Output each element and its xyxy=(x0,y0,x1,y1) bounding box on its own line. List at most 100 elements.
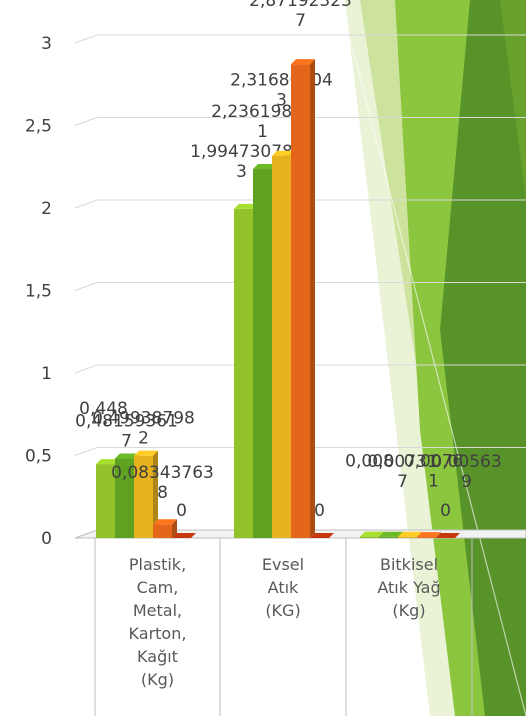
bar-front xyxy=(96,464,115,538)
bar xyxy=(310,533,334,538)
bar-front xyxy=(234,208,253,538)
bar-side xyxy=(310,59,315,538)
bar-top xyxy=(398,531,422,537)
data-label-line: 0,0076 xyxy=(404,452,463,472)
category-label: Atık Yağ xyxy=(377,578,440,597)
data-label-line: 0 xyxy=(440,501,451,521)
bar xyxy=(417,532,441,538)
data-label: 0 xyxy=(314,501,325,521)
deco-thin-line xyxy=(339,0,526,716)
bar-top xyxy=(172,533,196,538)
data-label: 2,23619840 1 xyxy=(211,102,314,142)
data-label-line: 0,448 xyxy=(79,399,128,419)
deco-corner-shard xyxy=(500,0,526,200)
gridline xyxy=(74,282,526,291)
bar xyxy=(436,533,460,538)
data-label-line: 0,08343763 xyxy=(111,463,214,483)
bar-top xyxy=(310,533,334,538)
data-label: 0,48159361 7 xyxy=(75,412,178,452)
bar-side xyxy=(436,532,441,538)
bar-front xyxy=(398,536,417,538)
data-label-line: 1 xyxy=(257,122,268,142)
y-tick-label: 2 xyxy=(41,199,52,219)
data-label: 0,008 xyxy=(345,452,394,472)
data-label: 1,99473078 3 xyxy=(190,142,293,182)
bar-top xyxy=(234,203,258,209)
category-label: Bitkisel xyxy=(380,555,438,574)
data-label-line: 3 xyxy=(276,91,287,111)
data-label-line: 7 xyxy=(295,11,306,31)
data-label-line: 0,008 xyxy=(345,452,394,472)
gridline xyxy=(74,117,526,126)
data-label-line: 2,87192323 xyxy=(249,0,352,11)
bar-front xyxy=(134,455,153,538)
data-label-line: 2,31680504 xyxy=(230,71,333,91)
gridline xyxy=(74,364,526,374)
gridline xyxy=(74,199,526,209)
bar-top xyxy=(360,531,384,537)
y-tick-label: 0 xyxy=(41,529,52,549)
data-label: 0,00563 9 xyxy=(431,452,501,492)
category-label: Plastik, xyxy=(129,555,186,574)
data-label-line: 2,23619840 xyxy=(211,102,314,122)
bar-top xyxy=(291,59,315,65)
bar xyxy=(291,59,315,538)
bar-top xyxy=(417,532,441,538)
data-label-line: 0,00563 xyxy=(431,452,501,472)
bar-front xyxy=(379,536,398,538)
category-label: (KG) xyxy=(265,601,300,620)
data-label-line: 0 xyxy=(314,501,325,521)
category-label: Karton, xyxy=(129,624,187,643)
data-label: 2,87192323 7 xyxy=(249,0,352,31)
y-tick-label: 1,5 xyxy=(25,282,52,302)
bar-top xyxy=(115,453,139,459)
data-label-line: 2 xyxy=(138,429,149,449)
bar-front xyxy=(360,536,379,538)
y-tick-label: 0,5 xyxy=(25,447,52,467)
bar-top xyxy=(96,459,120,465)
category-label: (Kg) xyxy=(141,670,174,689)
data-label-line: 8 xyxy=(157,483,168,503)
bar-top xyxy=(436,533,460,538)
data-label: 0,448 xyxy=(79,399,128,419)
bar xyxy=(134,450,158,538)
bar-top xyxy=(153,519,177,525)
bar-top xyxy=(253,164,277,170)
data-label-line: 7 xyxy=(121,432,132,452)
category-label: Atık xyxy=(268,578,299,597)
category-label: Kağıt xyxy=(137,647,178,666)
data-label: 0 xyxy=(176,501,187,521)
data-label-line: 9 xyxy=(461,472,472,492)
bar-front xyxy=(153,524,172,538)
data-label-line: 7 xyxy=(397,472,408,492)
data-label: 0,00731 7 xyxy=(367,452,437,492)
bar-top xyxy=(134,450,158,456)
data-label-line: 0,49938798 xyxy=(92,409,195,429)
bar-top xyxy=(379,531,403,537)
data-label-line: 3 xyxy=(236,162,247,182)
category-label: Metal, xyxy=(133,601,182,620)
bar-side xyxy=(172,519,177,538)
y-tick-label: 2,5 xyxy=(25,117,52,137)
y-tick-label: 3 xyxy=(41,34,52,54)
bar-front xyxy=(417,537,436,538)
data-label-line: 1 xyxy=(428,472,439,492)
bar xyxy=(153,519,177,538)
bar-side xyxy=(153,450,158,538)
data-label-line: 0,00731 xyxy=(367,452,437,472)
bar-front xyxy=(253,169,272,539)
data-label-line: 1,99473078 xyxy=(190,142,293,162)
data-label: 0 xyxy=(440,501,451,521)
gridline xyxy=(74,447,526,456)
category-label: (Kg) xyxy=(392,601,425,620)
bar-front xyxy=(272,155,291,538)
data-label: 0,08343763 8 xyxy=(111,463,214,503)
gridline xyxy=(74,34,526,44)
bar xyxy=(172,533,196,538)
data-label: 0,49938798 2 xyxy=(92,409,195,449)
data-label: 0,0076 1 xyxy=(404,452,463,492)
bar-front xyxy=(115,458,134,538)
data-label-line: 0,48159361 xyxy=(75,412,178,432)
category-label: Cam, xyxy=(137,578,179,597)
